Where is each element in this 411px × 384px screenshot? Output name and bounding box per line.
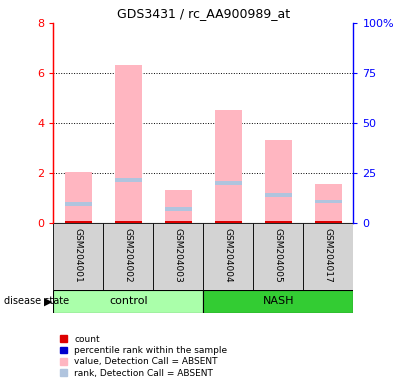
Text: NASH: NASH: [263, 296, 294, 306]
Legend: count, percentile rank within the sample, value, Detection Call = ABSENT, rank, : count, percentile rank within the sample…: [58, 333, 229, 379]
Bar: [115, 179, 142, 182]
Bar: [165, 221, 192, 223]
Bar: [215, 111, 242, 223]
Bar: [215, 221, 242, 223]
Text: GSM204017: GSM204017: [324, 228, 333, 283]
Text: GSM204001: GSM204001: [74, 228, 83, 283]
Text: GSM204002: GSM204002: [124, 228, 133, 283]
Text: GSM204004: GSM204004: [224, 228, 233, 283]
Bar: [315, 184, 342, 223]
Bar: [265, 194, 292, 197]
Text: disease state: disease state: [4, 296, 69, 306]
Bar: [265, 141, 292, 223]
Text: GSM204003: GSM204003: [174, 228, 183, 283]
Bar: [153, 223, 203, 290]
Bar: [115, 221, 142, 223]
Bar: [315, 200, 342, 204]
Bar: [165, 207, 192, 211]
Bar: [203, 290, 353, 313]
Bar: [53, 290, 203, 313]
Bar: [53, 223, 104, 290]
Bar: [165, 190, 192, 223]
Bar: [65, 202, 92, 206]
Text: ▶: ▶: [44, 296, 53, 306]
Bar: [115, 65, 142, 223]
Bar: [104, 223, 153, 290]
Bar: [254, 223, 303, 290]
Bar: [303, 223, 353, 290]
Title: GDS3431 / rc_AA900989_at: GDS3431 / rc_AA900989_at: [117, 7, 290, 20]
Text: control: control: [109, 296, 148, 306]
Bar: [215, 181, 242, 185]
Bar: [203, 223, 254, 290]
Bar: [65, 221, 92, 223]
Bar: [265, 221, 292, 223]
Bar: [315, 221, 342, 223]
Bar: [65, 172, 92, 223]
Text: GSM204005: GSM204005: [274, 228, 283, 283]
